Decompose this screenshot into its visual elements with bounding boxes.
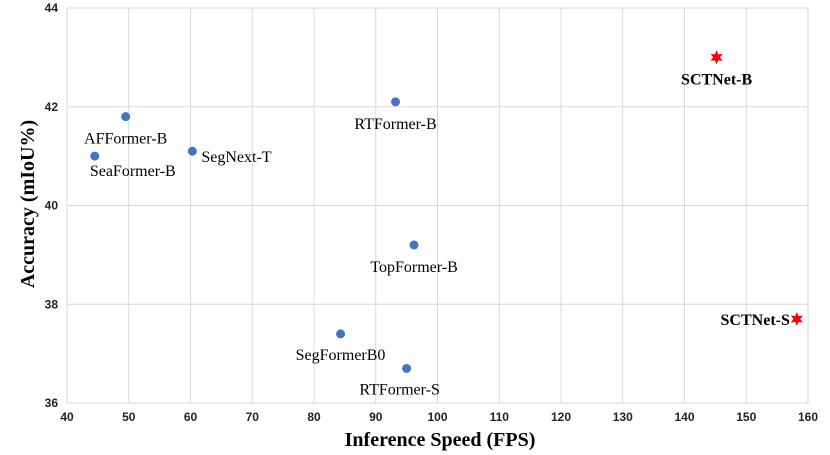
label-segformerb0: SegFormerB0	[296, 347, 386, 364]
x-tick-label: 80	[307, 410, 321, 424]
x-tick-label: 60	[184, 410, 198, 424]
point-afformer-b	[121, 112, 131, 122]
label-sctnet-b: SCTNet-B	[681, 71, 752, 88]
point-segformerb0	[336, 329, 346, 339]
y-tick-label: 42	[45, 100, 59, 114]
data-points	[90, 50, 803, 373]
x-tick-label: 50	[122, 410, 136, 424]
point-seaformer-b	[90, 151, 100, 161]
x-axis-title: Inference Speed (FPS)	[345, 429, 536, 451]
y-tick-label: 36	[45, 396, 59, 410]
grid	[66, 7, 809, 404]
x-tick-label: 130	[613, 410, 633, 424]
label-afformer-b: AFFormer-B	[84, 131, 167, 148]
y-tick-label: 40	[45, 199, 59, 213]
axis-ticks: 40 50 60 70 80 90 100 110 120 130 140 150 160 36 38 40 4…	[45, 1, 819, 424]
x-tick-label: 70	[246, 410, 260, 424]
label-rtformer-s: RTFormer-S	[359, 381, 440, 398]
label-sctnet-s: SCTNet-S	[721, 312, 790, 329]
label-rtformer-b: RTFormer-B	[354, 116, 436, 133]
y-tick-label: 38	[45, 297, 59, 311]
point-rtformer-s	[402, 363, 412, 373]
label-seaformer-b: SeaFormer-B	[90, 163, 176, 180]
point-topformer-b	[409, 240, 419, 250]
point-segnext-t	[187, 146, 197, 156]
x-tick-label: 150	[736, 410, 756, 424]
x-tick-label: 160	[798, 410, 818, 424]
x-tick-label: 140	[674, 410, 694, 424]
x-tick-label: 40	[60, 410, 74, 424]
point-rtformer-b	[391, 97, 401, 107]
x-tick-label: 110	[490, 410, 510, 424]
x-tick-label: 100	[427, 410, 447, 424]
x-tick-label: 120	[551, 410, 571, 424]
y-tick-label: 44	[45, 1, 59, 15]
x-tick-label: 90	[369, 410, 383, 424]
point-sctnet-b-star-marker	[710, 50, 723, 65]
point-sctnet-s-star-marker	[790, 312, 803, 327]
label-segnext-t: SegNext-T	[201, 149, 271, 166]
label-topformer-b: TopFormer-B	[370, 259, 457, 276]
data-labels: AFFormer-B SeaFormer-B SegNext-T RTFormer-B…	[84, 71, 790, 398]
y-axis-title: Accuracy (mIoU%)	[17, 120, 39, 288]
